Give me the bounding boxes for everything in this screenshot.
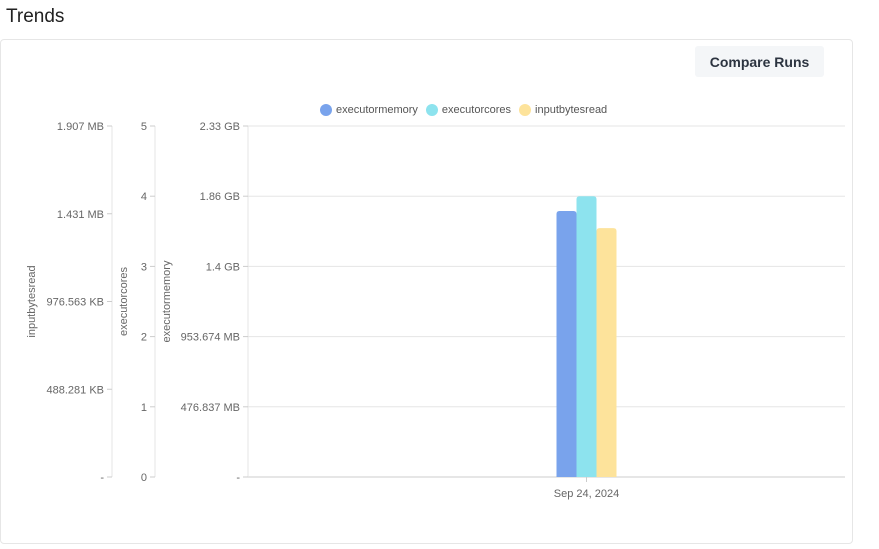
y-tick-label: 4 [141,191,147,203]
chart-legend: executormemory executorcores inputbytesr… [320,102,607,118]
y-tick-label: 976.563 KB [47,297,105,309]
y-axis-title-executormemory: executormemory [161,260,173,342]
legend-dot-executormemory [320,104,332,116]
y-tick-label: 2 [141,332,147,344]
y-tick-label: 1.907 MB [57,121,104,133]
y-tick-label: 3 [141,261,147,273]
y-tick-label: 1.86 GB [200,191,240,203]
y-tick-label: - [236,472,240,484]
bar-inputbytesread [596,228,617,477]
legend-label: executormemory [336,104,418,116]
legend-label: executorcores [441,104,512,116]
y-tick-label: 0 [141,472,147,484]
y-tick-label: 1 [141,402,147,414]
y-tick-label: 476.837 MB [181,402,240,414]
legend-item-executormemory[interactable]: executormemory [320,104,418,116]
y-tick-label: 953.674 MB [181,332,240,344]
y-tick-label: 5 [141,121,147,133]
y-tick-label: 2.33 GB [200,121,240,133]
y-axis-title-inputbytesread: inputbytesread [26,265,38,337]
legend-dot-inputbytesread [519,104,532,116]
legend-dot-executorcores [425,104,438,116]
compare-runs-button[interactable]: Compare Runs [695,46,824,77]
y-tick-label: - [100,472,104,484]
y-tick-label: 1.4 GB [206,261,240,273]
trends-card [0,39,853,544]
bar-executorcores [576,196,597,477]
page-title: Trends [6,6,65,27]
legend-item-executorcores[interactable]: executorcores [425,104,512,116]
bar-executormemory [556,210,577,478]
y-axis-title-executorcores: executorcores [118,266,130,336]
legend-item-inputbytesread[interactable]: inputbytesread [519,104,607,116]
x-tick-label: Sep 24, 2024 [554,488,619,500]
y-tick-label: 488.281 KB [47,384,105,396]
legend-label: inputbytesread [535,104,608,116]
y-tick-label: 1.431 MB [57,209,104,221]
